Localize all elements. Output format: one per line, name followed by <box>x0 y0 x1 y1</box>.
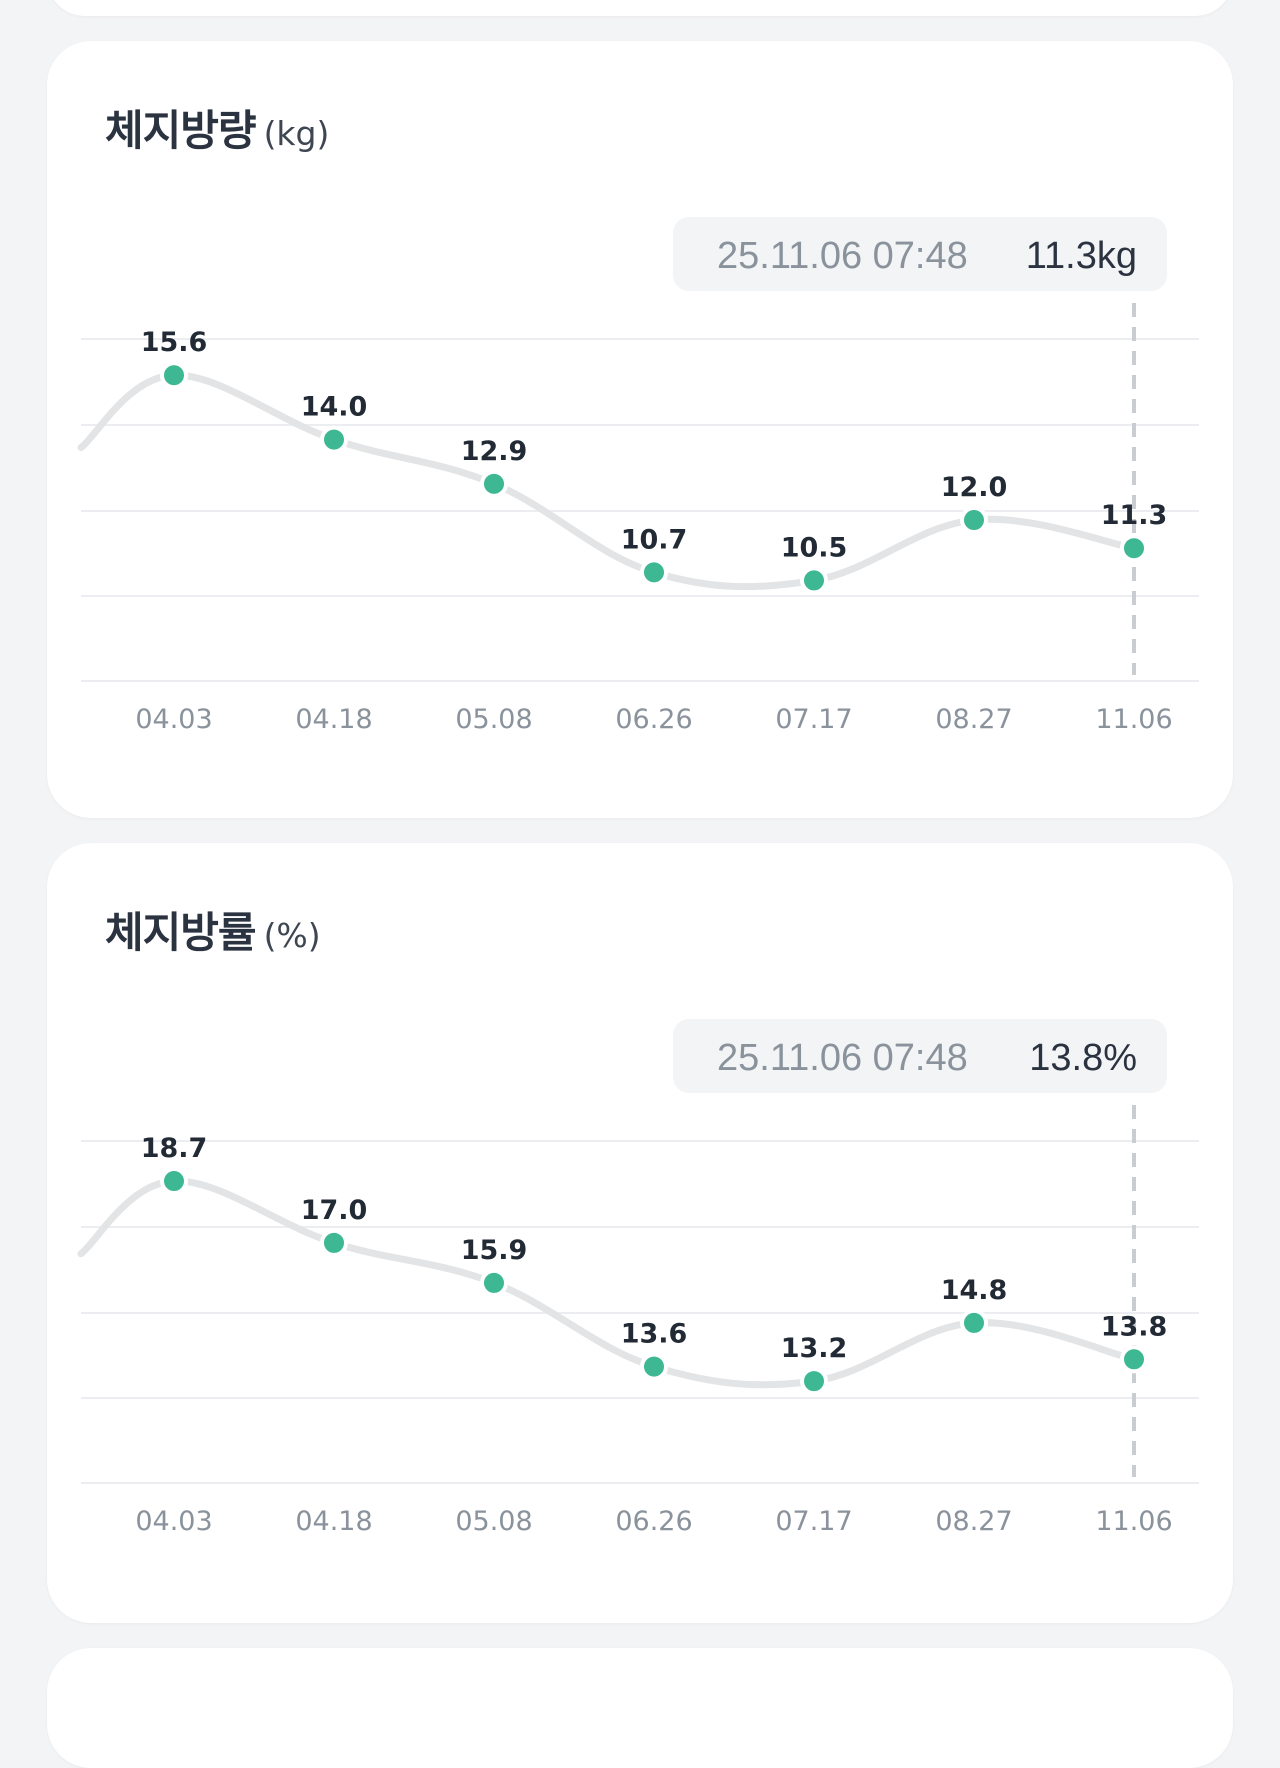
data-point <box>960 1308 988 1337</box>
previous-card <box>47 0 1233 16</box>
fat-mass-chart[interactable]: 25.11.06 07:48 11.3kg 15.6 04.03 14.0 04.18 12… <box>47 41 1233 818</box>
tooltip-box <box>673 1019 1167 1093</box>
tooltip-value: 13.8% <box>1029 1037 1137 1079</box>
card-title-unit: (%) <box>263 916 321 955</box>
data-label: 10.5 <box>781 532 848 563</box>
data-point <box>160 361 188 390</box>
data-label: 18.7 <box>141 1133 208 1164</box>
data-label: 14.0 <box>301 392 368 423</box>
data-label: 13.2 <box>781 1333 848 1364</box>
x-tick-label: 04.03 <box>135 1506 212 1537</box>
x-tick-label: 04.18 <box>295 1506 372 1537</box>
tooltip-box <box>673 217 1167 291</box>
next-card <box>47 1648 1233 1768</box>
card-title-text: 체지방량 <box>105 106 257 155</box>
tooltip-date: 25.11.06 07:48 <box>717 1037 968 1079</box>
x-tick-label: 11.06 <box>1095 704 1172 735</box>
data-point <box>1120 534 1148 563</box>
x-tick-label: 08.27 <box>935 704 1012 735</box>
card-title-unit: (kg) <box>263 114 330 153</box>
card-title: 체지방률 (%) <box>105 899 321 960</box>
data-point <box>800 566 828 595</box>
data-point <box>800 1367 828 1396</box>
data-label: 11.3 <box>1101 500 1168 531</box>
data-label: 13.8 <box>1101 1311 1168 1342</box>
tooltip-value: 11.3kg <box>1026 235 1137 277</box>
x-tick-label: 06.26 <box>615 704 692 735</box>
x-tick-label: 07.17 <box>775 704 852 735</box>
data-point <box>640 558 668 587</box>
x-tick-label: 11.06 <box>1095 1506 1172 1537</box>
data-label: 15.6 <box>141 327 208 358</box>
data-label: 14.8 <box>941 1275 1008 1306</box>
data-label: 12.0 <box>941 472 1008 503</box>
data-point <box>320 425 348 454</box>
data-point <box>1120 1345 1148 1374</box>
fat-mass-card: 체지방량 (kg) 25.11.06 07:48 11.3kg 15.6 04.03 14… <box>47 41 1233 818</box>
data-point <box>960 506 988 535</box>
data-label: 15.9 <box>461 1235 528 1266</box>
data-point <box>160 1167 188 1196</box>
series-line <box>77 371 1138 591</box>
x-tick-label: 05.08 <box>455 1506 532 1537</box>
x-tick-label: 05.08 <box>455 704 532 735</box>
series-line <box>77 1177 1138 1389</box>
fat-percent-chart[interactable]: 25.11.06 07:48 13.8% 18.7 04.03 17.0 04.18 15.… <box>47 843 1233 1623</box>
x-tick-label: 04.03 <box>135 704 212 735</box>
card-title: 체지방량 (kg) <box>105 97 329 158</box>
data-label: 10.7 <box>621 524 688 555</box>
data-point <box>640 1352 668 1381</box>
data-point <box>480 1268 508 1297</box>
data-label: 17.0 <box>301 1195 368 1226</box>
x-tick-label: 07.17 <box>775 1506 852 1537</box>
tooltip-date: 25.11.06 07:48 <box>717 235 968 277</box>
data-label: 12.9 <box>461 436 528 467</box>
data-point <box>480 469 508 498</box>
card-title-text: 체지방률 <box>105 908 257 957</box>
x-tick-label: 04.18 <box>295 704 372 735</box>
x-tick-label: 08.27 <box>935 1506 1012 1537</box>
data-point <box>320 1228 348 1257</box>
data-label: 13.6 <box>621 1319 688 1350</box>
fat-percent-card: 체지방률 (%) 25.11.06 07:48 13.8% 18.7 04.03 17.0… <box>47 843 1233 1623</box>
x-tick-label: 06.26 <box>615 1506 692 1537</box>
